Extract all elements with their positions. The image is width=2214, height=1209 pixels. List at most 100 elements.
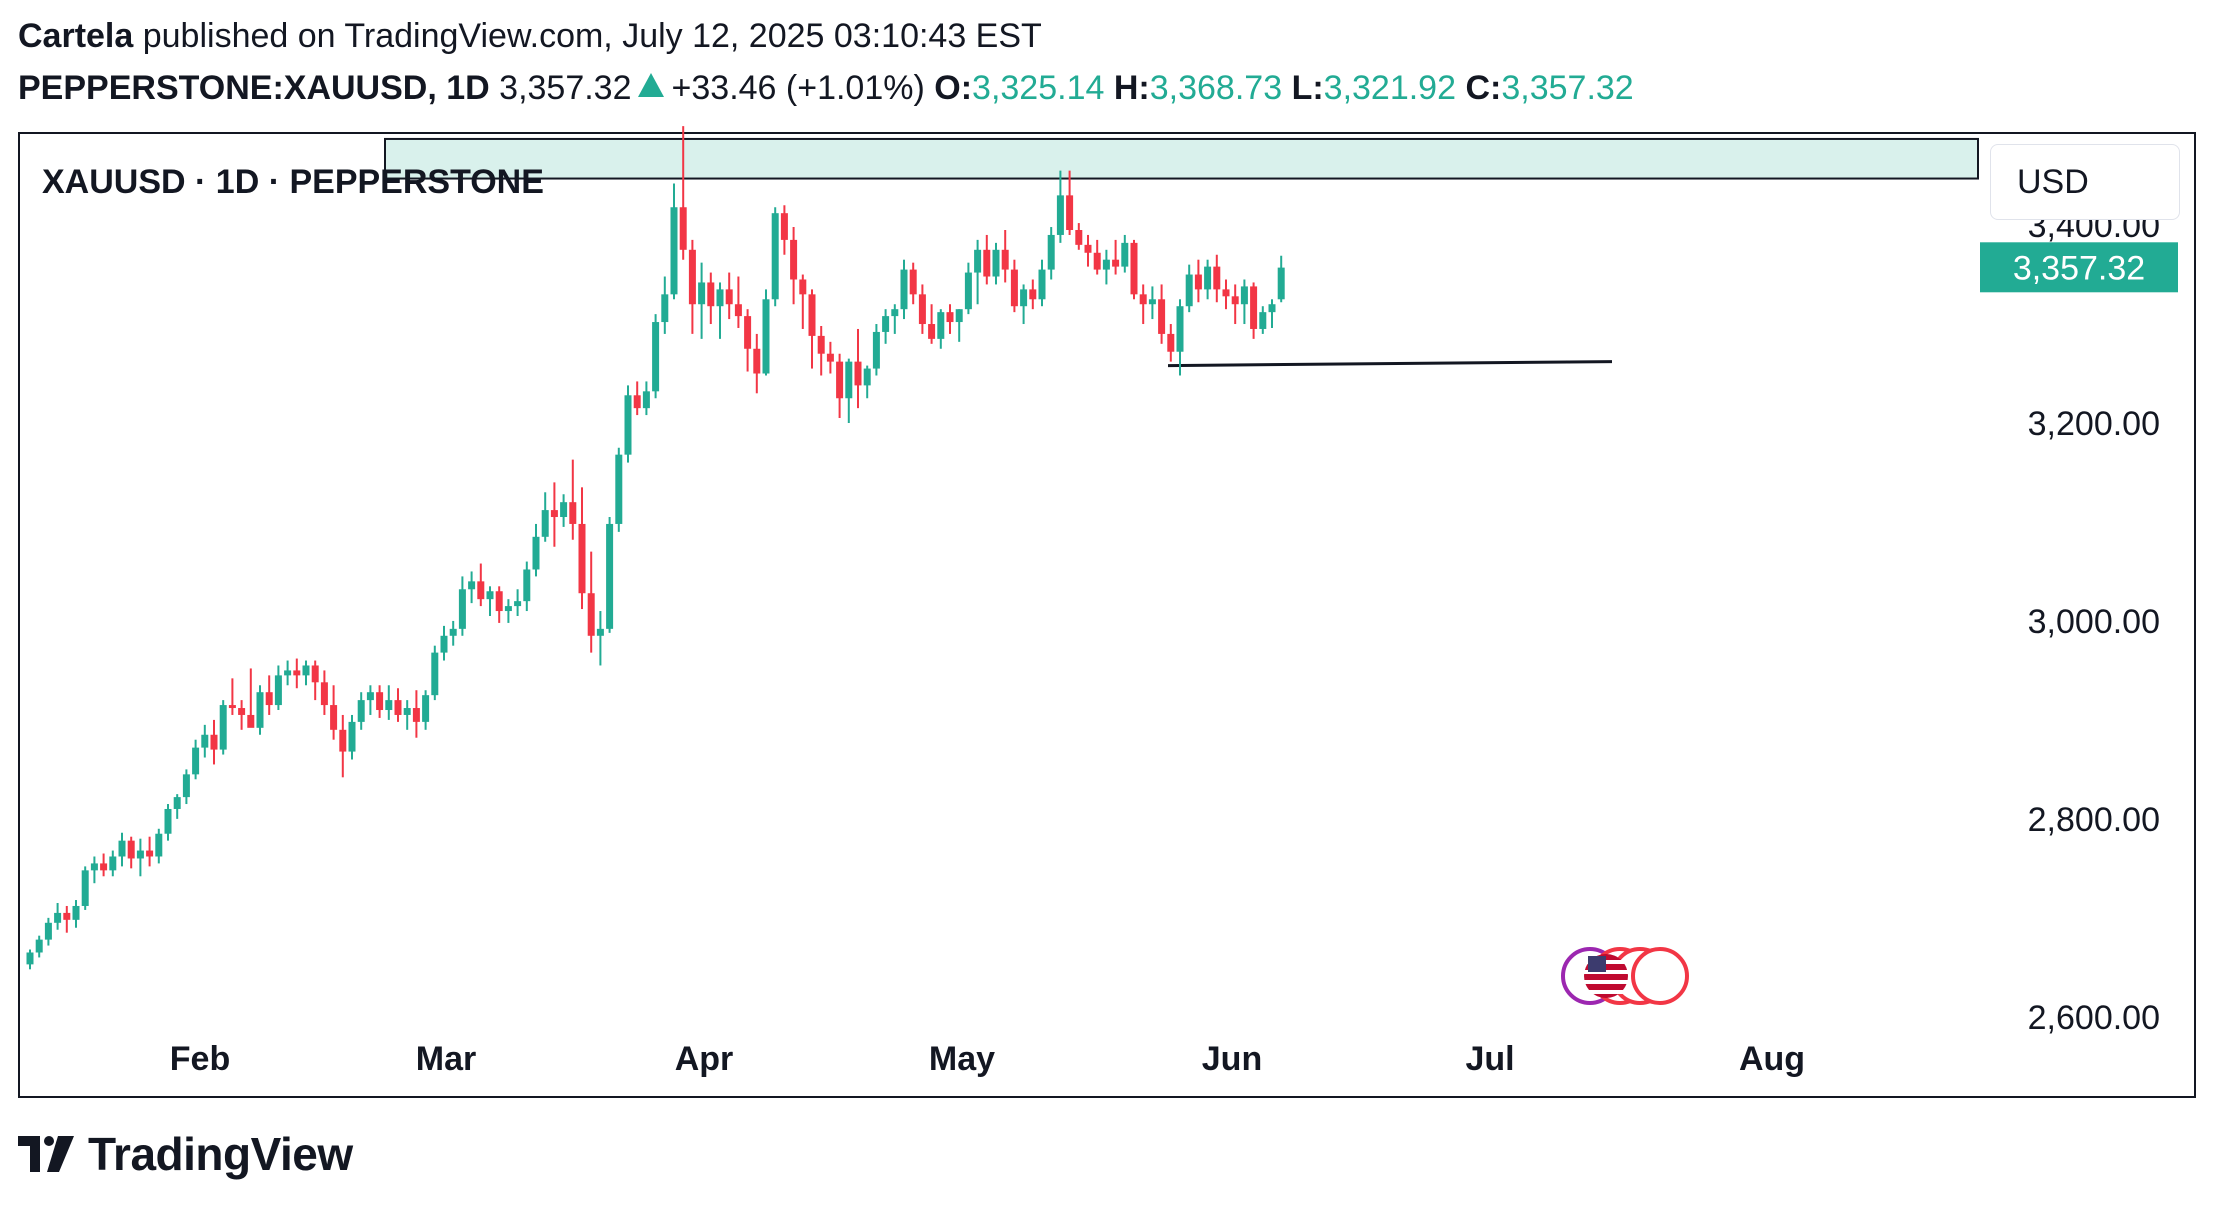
candle-body xyxy=(560,502,568,518)
economic-events-icon[interactable] xyxy=(1561,947,1689,1005)
symbol-quote-line: PEPPERSTONE:XAUUSD, 1D 3,357.32 +33.46 (+… xyxy=(18,66,1634,110)
candle-body xyxy=(1112,259,1120,267)
candle-body xyxy=(624,395,632,455)
low-key: L: xyxy=(1291,69,1324,107)
candle-body xyxy=(1167,333,1175,352)
close-value: 3,357.32 xyxy=(1501,69,1634,107)
candle-body xyxy=(118,840,126,857)
candle-body xyxy=(201,734,209,748)
candle-body xyxy=(1047,234,1055,270)
candle-body xyxy=(790,239,798,280)
candle-body xyxy=(808,294,816,336)
candle-body xyxy=(155,833,163,857)
y-tick-label: 3,200.00 xyxy=(2028,405,2160,443)
candle-body xyxy=(173,797,181,809)
candle-body xyxy=(578,523,586,594)
candle-body xyxy=(182,774,190,798)
candle-body xyxy=(90,863,98,871)
candle-body xyxy=(136,850,144,859)
candle-body xyxy=(330,705,338,730)
candle-body xyxy=(376,692,384,711)
candle-body xyxy=(964,272,972,310)
candle-body xyxy=(247,714,255,728)
candle-body xyxy=(1259,312,1267,329)
published-text: published on TradingView.com, July 12, 2… xyxy=(142,17,1042,55)
candle-body xyxy=(1001,249,1009,270)
candle-body xyxy=(293,670,301,676)
candle-body xyxy=(1020,289,1028,307)
candle-body xyxy=(744,316,752,349)
candle-body xyxy=(1250,286,1258,329)
candle-body xyxy=(652,322,660,392)
candle-body xyxy=(486,591,494,600)
candle-body xyxy=(523,569,531,602)
tradingview-logo-icon xyxy=(18,1136,74,1172)
candle-body xyxy=(725,289,733,305)
candle-body xyxy=(72,905,80,920)
support-line xyxy=(1167,360,1613,368)
candle-body xyxy=(845,361,853,399)
candle-body xyxy=(477,581,485,600)
candle-body xyxy=(698,282,706,305)
candle-body xyxy=(1194,274,1202,290)
candle-body xyxy=(339,729,347,752)
candle-body xyxy=(771,213,779,300)
candle-body xyxy=(900,269,908,310)
candle-body xyxy=(440,635,448,653)
candle-body xyxy=(311,665,319,683)
chart-title: XAUUSD · 1D · PEPPERSTONE xyxy=(42,163,544,201)
candle-body xyxy=(394,700,402,715)
candle-body xyxy=(872,331,880,369)
candle-body xyxy=(504,606,512,612)
candle-body xyxy=(468,581,476,590)
candle-body xyxy=(1075,230,1083,245)
candle-body xyxy=(633,395,641,409)
candle-body xyxy=(992,249,1000,277)
candle-body xyxy=(642,391,650,409)
candle-body xyxy=(983,249,991,277)
candle-body xyxy=(219,705,227,750)
candle-body xyxy=(1185,274,1193,307)
candle-body xyxy=(256,692,264,728)
candle-body xyxy=(431,652,439,696)
candle-body xyxy=(1231,296,1239,305)
candle-body xyxy=(210,734,218,750)
candle-body xyxy=(54,912,62,923)
candle-body xyxy=(1222,289,1230,297)
resistance-zone xyxy=(384,137,1979,180)
candle-body xyxy=(780,213,788,240)
candle-body xyxy=(44,922,52,940)
candle-body xyxy=(1084,244,1092,253)
high-key: H: xyxy=(1113,69,1150,107)
candle-body xyxy=(265,692,273,706)
candle-body xyxy=(35,939,43,953)
candle-body xyxy=(799,279,807,295)
candle-body xyxy=(569,502,577,524)
candle-body xyxy=(403,708,411,715)
candle-body xyxy=(514,601,522,607)
candle-body xyxy=(1056,195,1064,235)
candle-body xyxy=(228,705,236,709)
candle-body xyxy=(1148,299,1156,305)
currency-button[interactable]: USD xyxy=(1990,144,2180,220)
candle-body xyxy=(284,670,292,676)
candle-body xyxy=(863,368,871,386)
publish-info: Cartela published on TradingView.com, Ju… xyxy=(18,14,1042,58)
close-key: C: xyxy=(1465,69,1502,107)
candle-body xyxy=(1240,286,1248,305)
candle-body xyxy=(762,299,770,374)
candle-body xyxy=(753,348,761,374)
candle-body xyxy=(238,708,246,715)
symbol-full: PEPPERSTONE:XAUUSD, 1D xyxy=(18,69,490,107)
candle-body xyxy=(587,593,595,636)
candle-body xyxy=(882,316,890,332)
candle-body xyxy=(348,721,356,752)
candle-body xyxy=(826,353,834,362)
candle-body xyxy=(495,591,503,612)
candle-body xyxy=(854,361,862,386)
candle-body xyxy=(146,850,154,857)
candle-body xyxy=(550,510,558,518)
brand-name: TradingView xyxy=(88,1128,353,1180)
candle-body xyxy=(946,312,954,323)
